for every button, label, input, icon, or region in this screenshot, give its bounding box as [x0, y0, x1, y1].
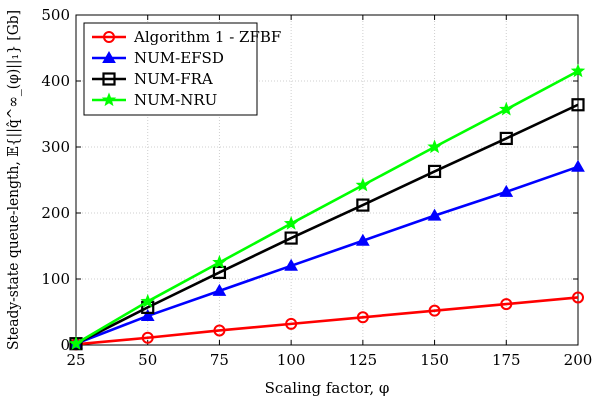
- x-tick-label: 50: [138, 351, 157, 369]
- y-tick-label: 400: [41, 72, 70, 90]
- data-point: [571, 159, 585, 172]
- legend-marker: [102, 50, 116, 63]
- data-point: [68, 336, 84, 350]
- series-line: [75, 165, 579, 345]
- legend-label: Algorithm 1 - ZFBF: [133, 28, 281, 46]
- data-point: [571, 98, 585, 112]
- x-tick-label: 200: [564, 351, 593, 369]
- legend-marker: [103, 31, 115, 43]
- data-point: [499, 101, 514, 116]
- legend-marker: [102, 72, 116, 86]
- plot-frame: [75, 14, 579, 346]
- legend-label: NUM-NRU: [134, 91, 217, 109]
- y-tick-label: 300: [41, 138, 70, 156]
- data-point: [140, 293, 155, 308]
- x-tick-label: 25: [66, 351, 85, 369]
- series-lines: [68, 63, 586, 351]
- legend-entry: NUM-FRA: [92, 70, 213, 88]
- data-point: [213, 324, 226, 337]
- data-point: [427, 208, 442, 221]
- data-point: [212, 254, 227, 269]
- legend-label: NUM-EFSD: [134, 49, 224, 67]
- y-tick-label: 0: [60, 336, 70, 354]
- series-line: [75, 69, 579, 345]
- data-point: [427, 164, 442, 179]
- data-point: [141, 331, 154, 344]
- data-point: [212, 283, 227, 296]
- data-point: [356, 198, 370, 212]
- data-point: [427, 139, 442, 154]
- x-tick-label: 75: [210, 351, 229, 369]
- legend-marker: [101, 92, 117, 107]
- series-1: [70, 291, 584, 351]
- series-4: [68, 63, 586, 350]
- data-point: [284, 231, 298, 245]
- data-point: [500, 298, 513, 311]
- series-line: [75, 296, 579, 346]
- data-point: [140, 308, 155, 321]
- data-point: [212, 265, 227, 279]
- y-tick-label: 500: [41, 6, 70, 24]
- y-axis-label: Steady-state queue-length, 𝔼{||q̂^∞_(φ)|…: [4, 10, 22, 350]
- legend-entry: NUM-EFSD: [92, 49, 224, 67]
- data-point: [283, 215, 299, 230]
- legend-entry: Algorithm 1 - ZFBF: [92, 28, 281, 46]
- series-3: [69, 98, 585, 351]
- x-tick-label: 150: [420, 351, 449, 369]
- y-tick-label: 200: [41, 204, 70, 222]
- x-tick-label: 125: [349, 351, 378, 369]
- legend-label: NUM-FRA: [134, 70, 213, 88]
- data-point: [356, 311, 369, 324]
- legend-entry: NUM-NRU: [92, 91, 217, 109]
- data-point: [428, 304, 441, 317]
- series-line: [75, 103, 579, 345]
- y-tick-label: 100: [41, 270, 70, 288]
- x-tick-label: 100: [277, 351, 306, 369]
- legend: Algorithm 1 - ZFBF NUM-EFSD NUM-FRA NUM-NRU: [83, 22, 281, 116]
- data-point: [570, 63, 586, 78]
- data-point: [284, 258, 299, 271]
- data-point: [499, 184, 514, 197]
- data-point: [355, 177, 371, 192]
- data-point: [572, 291, 584, 304]
- data-point: [355, 233, 370, 246]
- axis-ticks: 25 50 75 100 125 150 175 200 0 100 200 300 400 500: [41, 6, 592, 369]
- x-tick-label: 175: [492, 351, 521, 369]
- data-point: [499, 131, 513, 146]
- x-axis-label: Scaling factor, φ: [265, 379, 390, 397]
- data-point: [285, 317, 298, 330]
